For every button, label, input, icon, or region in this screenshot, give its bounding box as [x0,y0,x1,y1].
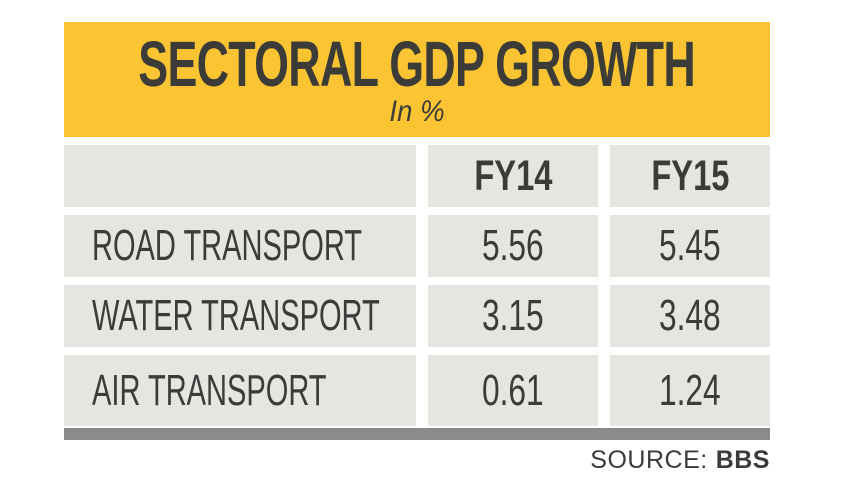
chart-subtitle: In % [389,94,445,128]
bottom-rule [64,428,770,440]
value-water-fy14: 3.15 [482,291,544,340]
value-air-fy15: 1.24 [659,365,721,415]
source-value: BBS [715,446,770,474]
header-cell-fy15: FY15 [610,145,770,207]
table-value-cell: 3.15 [428,285,598,347]
source-line: SOURCE: BBS [270,446,770,474]
title-banner: SECTORAL GDP GROWTH In % [64,22,770,137]
header-cell-empty [64,145,416,207]
source-label: SOURCE: [590,446,708,474]
row-label-road-transport: ROAD TRANSPORT [92,221,363,270]
value-road-fy15: 5.45 [659,221,721,270]
gdp-growth-table: FY14 FY15 ROAD TRANSPORT 5.56 5.45 WATER… [64,145,770,426]
table-value-cell: 1.24 [610,355,770,426]
row-label-water-transport: WATER TRANSPORT [92,291,380,340]
table-row-label-cell: AIR TRANSPORT [64,355,416,426]
value-air-fy14: 0.61 [482,365,544,415]
table-value-cell: 0.61 [428,355,598,426]
table-row-label-cell: ROAD TRANSPORT [64,215,416,277]
column-header-fy14: FY14 [473,151,553,200]
value-water-fy15: 3.48 [659,291,721,340]
row-label-air-transport: AIR TRANSPORT [92,365,327,415]
table-row-label-cell: WATER TRANSPORT [64,285,416,347]
table-value-cell: 3.48 [610,285,770,347]
table-value-cell: 5.45 [610,215,770,277]
table-value-cell: 5.56 [428,215,598,277]
chart-title: SECTORAL GDP GROWTH [138,27,696,100]
value-road-fy14: 5.56 [482,221,544,270]
column-header-fy15: FY15 [650,151,730,200]
header-cell-fy14: FY14 [428,145,598,207]
